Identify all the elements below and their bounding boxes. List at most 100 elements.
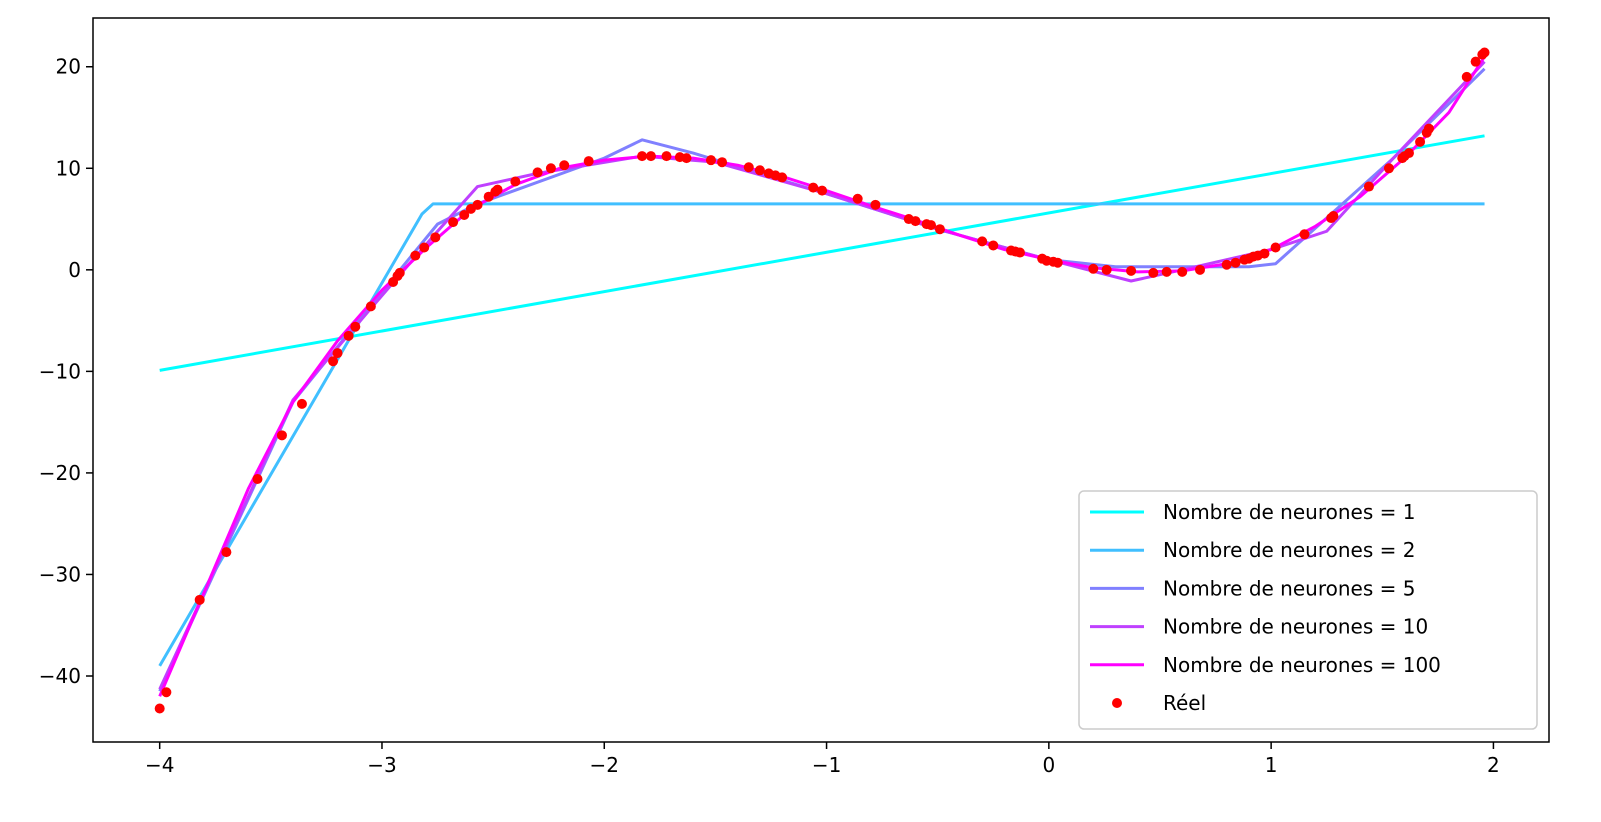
data-point-8 bbox=[332, 348, 343, 359]
data-point-52 bbox=[988, 240, 999, 251]
legend-label: Nombre de neurones = 100 bbox=[1163, 653, 1441, 677]
data-point-10 bbox=[350, 321, 361, 332]
data-point-35 bbox=[705, 155, 716, 166]
data-point-42 bbox=[808, 182, 819, 193]
data-point-9 bbox=[343, 330, 354, 341]
data-point-31 bbox=[645, 151, 656, 162]
data-point-45 bbox=[870, 199, 881, 210]
data-point-1 bbox=[161, 687, 172, 698]
data-point-4 bbox=[252, 474, 263, 484]
y-tick-label: 10 bbox=[56, 156, 81, 180]
legend-label: Nombre de neurones = 10 bbox=[1163, 615, 1428, 639]
data-point-26 bbox=[532, 167, 543, 178]
data-point-61 bbox=[1101, 264, 1112, 275]
data-point-60 bbox=[1088, 263, 1099, 274]
data-point-43 bbox=[817, 185, 828, 196]
legend-swatch bbox=[1112, 698, 1122, 708]
legend-box bbox=[1078, 490, 1538, 730]
y-tick-label: −20 bbox=[39, 461, 81, 485]
y-tick-label: −30 bbox=[39, 562, 81, 586]
data-point-25 bbox=[510, 176, 521, 187]
legend-item-0: Nombre de neurones = 1 bbox=[1090, 500, 1415, 524]
data-point-62 bbox=[1126, 265, 1137, 276]
data-point-83 bbox=[1415, 136, 1426, 147]
x-tick-label: 1 bbox=[1265, 753, 1278, 777]
data-point-66 bbox=[1195, 264, 1205, 275]
data-point-37 bbox=[743, 162, 754, 173]
data-point-51 bbox=[977, 236, 988, 247]
data-point-85 bbox=[1423, 123, 1434, 134]
data-point-78 bbox=[1363, 181, 1374, 192]
data-point-75 bbox=[1299, 229, 1310, 240]
data-point-21 bbox=[472, 199, 483, 210]
data-point-0 bbox=[154, 703, 165, 714]
x-axis: −4 −3 −2 −1 0 1 2 bbox=[145, 742, 1500, 777]
data-point-2 bbox=[194, 594, 205, 605]
data-point-44 bbox=[852, 193, 863, 204]
data-point-36 bbox=[717, 157, 728, 168]
data-point-18 bbox=[448, 217, 459, 228]
data-point-17 bbox=[430, 232, 441, 243]
legend-label: Nombre de neurones = 2 bbox=[1163, 538, 1415, 562]
y-tick-label: 20 bbox=[56, 55, 81, 79]
y-tick-label: −10 bbox=[39, 359, 81, 383]
data-point-55 bbox=[1014, 247, 1025, 258]
legend-item-1: Nombre de neurones = 2 bbox=[1090, 538, 1415, 562]
data-point-59 bbox=[1052, 257, 1063, 268]
plot-frame bbox=[92, 17, 1550, 743]
legend-item-5: Réel bbox=[1112, 691, 1206, 715]
data-point-77 bbox=[1328, 211, 1339, 222]
data-point-38 bbox=[754, 165, 765, 176]
data-point-29 bbox=[583, 156, 594, 167]
data-point-14 bbox=[394, 267, 405, 278]
data-point-7 bbox=[328, 356, 339, 367]
y-tick-label: −40 bbox=[39, 664, 81, 688]
data-point-28 bbox=[559, 160, 570, 171]
x-tick-label: −4 bbox=[145, 753, 174, 777]
y-tick-label: 0 bbox=[68, 258, 81, 282]
data-point-34 bbox=[681, 153, 692, 164]
legend-item-3: Nombre de neurones = 10 bbox=[1090, 615, 1428, 639]
y-axis: −40 −30 −20 −10 0 10 20 bbox=[39, 55, 93, 688]
data-point-47 bbox=[910, 216, 921, 227]
data-point-19 bbox=[459, 209, 470, 220]
data-point-50 bbox=[934, 224, 945, 235]
legend: Nombre de neurones = 1 Nombre de neurones… bbox=[1078, 490, 1538, 730]
data-point-24 bbox=[492, 184, 503, 195]
legend-item-4: Nombre de neurones = 100 bbox=[1090, 653, 1441, 677]
data-point-65 bbox=[1177, 266, 1188, 277]
legend-item-2: Nombre de neurones = 5 bbox=[1090, 576, 1415, 600]
legend-label: Nombre de neurones = 5 bbox=[1163, 576, 1415, 600]
data-point-27 bbox=[545, 163, 556, 174]
data-point-5 bbox=[276, 430, 287, 441]
data-point-16 bbox=[419, 242, 430, 253]
data-point-82 bbox=[1403, 148, 1414, 159]
x-tick-label: −3 bbox=[367, 753, 396, 777]
data-point-74 bbox=[1270, 242, 1281, 253]
x-tick-label: −1 bbox=[812, 753, 841, 777]
data-point-63 bbox=[1148, 267, 1159, 278]
legend-label: Réel bbox=[1163, 691, 1206, 715]
data-point-30 bbox=[637, 151, 648, 162]
data-point-32 bbox=[661, 151, 672, 162]
x-tick-label: 0 bbox=[1042, 753, 1055, 777]
data-point-86 bbox=[1461, 71, 1472, 82]
data-point-64 bbox=[1161, 266, 1172, 277]
series-layer bbox=[154, 47, 1490, 714]
data-point-87 bbox=[1470, 56, 1481, 67]
data-point-41 bbox=[777, 172, 788, 183]
data-point-79 bbox=[1383, 163, 1394, 174]
data-point-49 bbox=[926, 220, 937, 231]
x-tick-label: −2 bbox=[590, 753, 619, 777]
x-tick-label: 2 bbox=[1487, 753, 1500, 777]
data-point-6 bbox=[296, 398, 307, 409]
series-line-0 bbox=[159, 134, 1485, 372]
series-line-1 bbox=[158, 202, 1485, 667]
data-point-89 bbox=[1479, 47, 1490, 58]
data-point-68 bbox=[1230, 257, 1241, 268]
data-point-73 bbox=[1259, 248, 1270, 259]
data-point-11 bbox=[365, 301, 376, 312]
series-points-5 bbox=[154, 47, 1490, 714]
